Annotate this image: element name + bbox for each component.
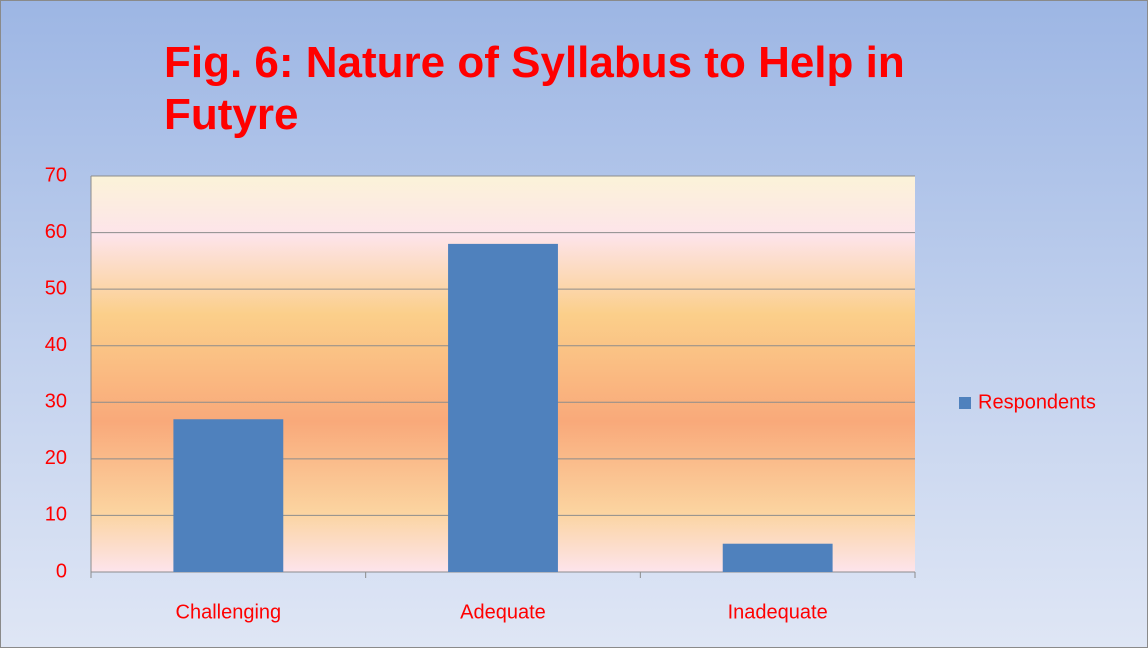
x-tick-label: Challenging xyxy=(176,601,282,623)
y-tick-label: 30 xyxy=(45,391,67,413)
bar xyxy=(722,543,833,572)
legend-label: Respondents xyxy=(978,391,1096,413)
y-tick-label: 10 xyxy=(45,504,67,526)
bar xyxy=(173,419,284,572)
chart-title: Fig. 6: Nature of Syllabus to Help in Fu… xyxy=(164,38,905,139)
y-tick-label: 40 xyxy=(45,334,67,356)
x-tick-label: Inadequate xyxy=(728,601,828,623)
y-tick-label: 60 xyxy=(45,221,67,243)
y-tick-label: 70 xyxy=(45,164,67,186)
y-tick-label: 0 xyxy=(56,560,67,582)
x-tick-label: Adequate xyxy=(460,601,546,623)
y-tick-label: 50 xyxy=(45,277,67,299)
legend-swatch xyxy=(959,397,971,409)
y-tick-label: 20 xyxy=(45,447,67,469)
bar xyxy=(448,243,558,572)
